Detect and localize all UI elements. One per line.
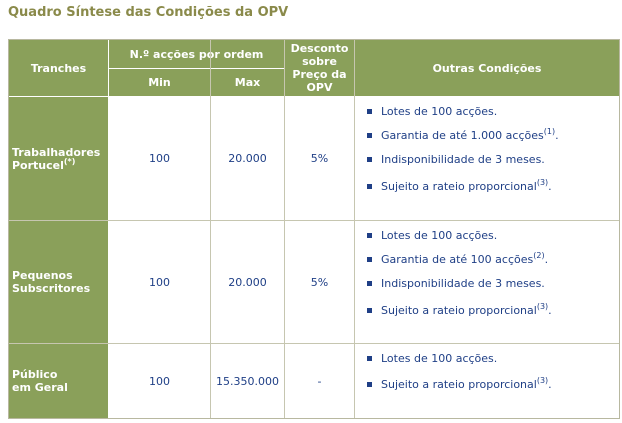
header-max: Max <box>211 69 284 96</box>
header-min-label: Min <box>148 76 171 89</box>
bullet-icon <box>367 109 372 114</box>
condition-item: Lotes de 100 acções. <box>367 229 498 242</box>
header-acoes-label: N.º acções por ordem <box>129 47 264 61</box>
conditions-table: Tranches N.º acções por ordem Min Max De… <box>8 39 620 419</box>
min-value: 100 <box>109 221 210 343</box>
footnote-ref: (3) <box>536 178 549 187</box>
header-desconto: Desconto sobre Preço da OPV <box>285 40 354 96</box>
desconto-value: 5% <box>285 97 354 220</box>
footnote-ref: (1) <box>543 127 556 136</box>
condition-text: Garantia de até 100 acções <box>381 253 534 266</box>
header-outras-condicoes: Outras Condições <box>355 40 619 96</box>
max-text: 15.350.000 <box>216 374 279 388</box>
desconto-text: 5% <box>310 275 329 289</box>
condition-item: Indisponibilidade de 3 meses. <box>367 153 545 166</box>
condition-text: Lotes de 100 acções. <box>381 105 498 118</box>
tranche-publico-em-geral: Público em Geral <box>9 344 108 418</box>
tranche-name: Pequenos Subscritores <box>12 269 91 295</box>
condition-punct: . <box>544 253 549 266</box>
tranche-name: Trabalhadores Portucel <box>12 145 101 172</box>
condition-item: Garantia de até 100 acções(2). <box>367 251 549 266</box>
max-text: 20.000 <box>228 275 267 289</box>
header-outras-label: Outras Condições <box>432 61 542 75</box>
max-value: 20.000 <box>211 221 284 343</box>
condition-item: Sujeito a rateio proporcional(3). <box>367 178 552 193</box>
grid-line <box>284 40 285 418</box>
condition-text: Lotes de 100 acções. <box>381 229 498 242</box>
min-text: 100 <box>149 152 170 165</box>
conditions-cell: Lotes de 100 acções. Garantia de até 1.0… <box>355 97 619 220</box>
tranche-name: Público em Geral <box>12 368 68 394</box>
condition-punct: . <box>548 180 552 193</box>
bullet-icon <box>367 157 372 162</box>
tranche-footnote: (*) <box>63 156 76 166</box>
header-desconto-label: Desconto sobre Preço da OPV <box>290 42 349 94</box>
header-tranches: Tranches <box>9 40 108 96</box>
condition-item: Garantia de até 1.000 acções(1). <box>367 127 559 142</box>
header-max-label: Max <box>234 76 261 89</box>
condition-item: Lotes de 100 acções. <box>367 105 498 118</box>
header-acoes-por-ordem: N.º acções por ordem <box>109 40 284 68</box>
desconto-text: - <box>317 374 322 388</box>
grid-line <box>9 220 619 221</box>
footnote-ref: (2) <box>533 251 545 260</box>
condition-text: Garantia de até 1.000 acções <box>381 129 544 142</box>
condition-text: Lotes de 100 acções. <box>381 352 498 365</box>
grid-line <box>354 40 355 418</box>
tranche-label: Trabalhadores Portucel(*) <box>12 146 108 172</box>
tranche-trabalhadores: Trabalhadores Portucel(*) <box>9 97 108 220</box>
condition-item: Sujeito a rateio proporcional(3). <box>367 376 552 391</box>
condition-item: Indisponibilidade de 3 meses. <box>367 277 545 290</box>
footnote-ref: (3) <box>536 302 549 311</box>
condition-punct: . <box>555 129 559 142</box>
bullet-icon <box>367 308 372 313</box>
bullet-icon <box>367 257 372 262</box>
condition-punct: . <box>548 378 552 391</box>
conditions-cell: Lotes de 100 acções. Sujeito a rateio pr… <box>355 344 619 418</box>
header-min: Min <box>109 69 210 96</box>
condition-punct: . <box>548 304 552 317</box>
bullet-icon <box>367 356 372 361</box>
header-tranches-label: Tranches <box>30 61 87 75</box>
max-value: 20.000 <box>211 97 284 220</box>
grid-line <box>210 40 211 418</box>
condition-item: Lotes de 100 acções. <box>367 352 498 365</box>
page-title: Quadro Síntese das Condições da OPV <box>8 5 289 20</box>
tranche-pequenos-subscritores: Pequenos Subscritores <box>9 221 108 343</box>
bullet-icon <box>367 184 372 189</box>
min-value: 100 <box>109 97 210 220</box>
min-value: 100 <box>109 344 210 418</box>
condition-text: Sujeito a rateio proporcional <box>381 378 537 391</box>
condition-text: Indisponibilidade de 3 meses. <box>381 277 545 290</box>
bullet-icon <box>367 133 372 138</box>
grid-line <box>9 343 619 344</box>
condition-text: Sujeito a rateio proporcional <box>381 304 537 317</box>
footnote-ref: (3) <box>536 376 549 385</box>
min-text: 100 <box>149 275 170 289</box>
condition-item: Sujeito a rateio proporcional(3). <box>367 302 552 317</box>
max-text: 20.000 <box>228 152 267 165</box>
condition-text: Sujeito a rateio proporcional <box>381 180 537 193</box>
desconto-text: 5% <box>310 152 329 165</box>
desconto-value: 5% <box>285 221 354 343</box>
bullet-icon <box>367 382 372 387</box>
conditions-cell: Lotes de 100 acções. Garantia de até 100… <box>355 221 619 343</box>
bullet-icon <box>367 281 372 286</box>
min-text: 100 <box>149 374 170 388</box>
desconto-value: - <box>285 344 354 418</box>
bullet-icon <box>367 233 372 238</box>
condition-text: Indisponibilidade de 3 meses. <box>381 153 545 166</box>
max-value: 15.350.000 <box>211 344 284 418</box>
